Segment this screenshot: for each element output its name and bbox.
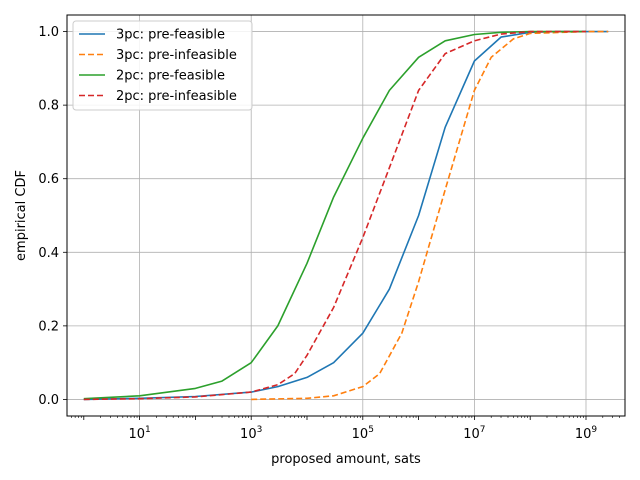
legend: 3pc: pre-feasible 3pc: pre-infeasible 2pc:… [72,20,253,111]
legend-label: 2pc: pre-infeasible [116,89,237,104]
y-axis-label: empirical CDF [14,170,29,261]
y-tick-label: 0.2 [38,319,59,334]
y-tick-label: 0.0 [38,393,59,408]
legend-box [72,20,253,111]
y-tick-label: 0.6 [38,172,59,187]
series-layer [83,30,609,401]
x-tick-label: 107 [463,425,485,442]
x-tick-label: 105 [352,425,374,442]
series-line-4 [83,30,586,401]
series-line-2 [251,30,609,401]
x-axis-ticks: 101 103 105 107 109 [71,416,620,442]
y-tick-label: 0.8 [38,99,59,114]
x-axis-label: proposed amount, sats [271,452,421,467]
y-tick-label: 0.4 [38,246,59,261]
legend-label: 3pc: pre-infeasible [116,48,237,63]
x-tick-label: 103 [240,425,262,442]
x-tick-label: 101 [128,425,150,442]
legend-label: 2pc: pre-feasible [116,69,225,84]
y-tick-label: 1.0 [38,25,59,40]
legend-label: 3pc: pre-feasible [116,28,225,43]
y-axis-ticks: 0.0 0.2 0.4 0.6 0.8 1.0 [38,25,67,408]
x-tick-label: 109 [575,425,598,442]
series-line-3 [83,30,586,400]
